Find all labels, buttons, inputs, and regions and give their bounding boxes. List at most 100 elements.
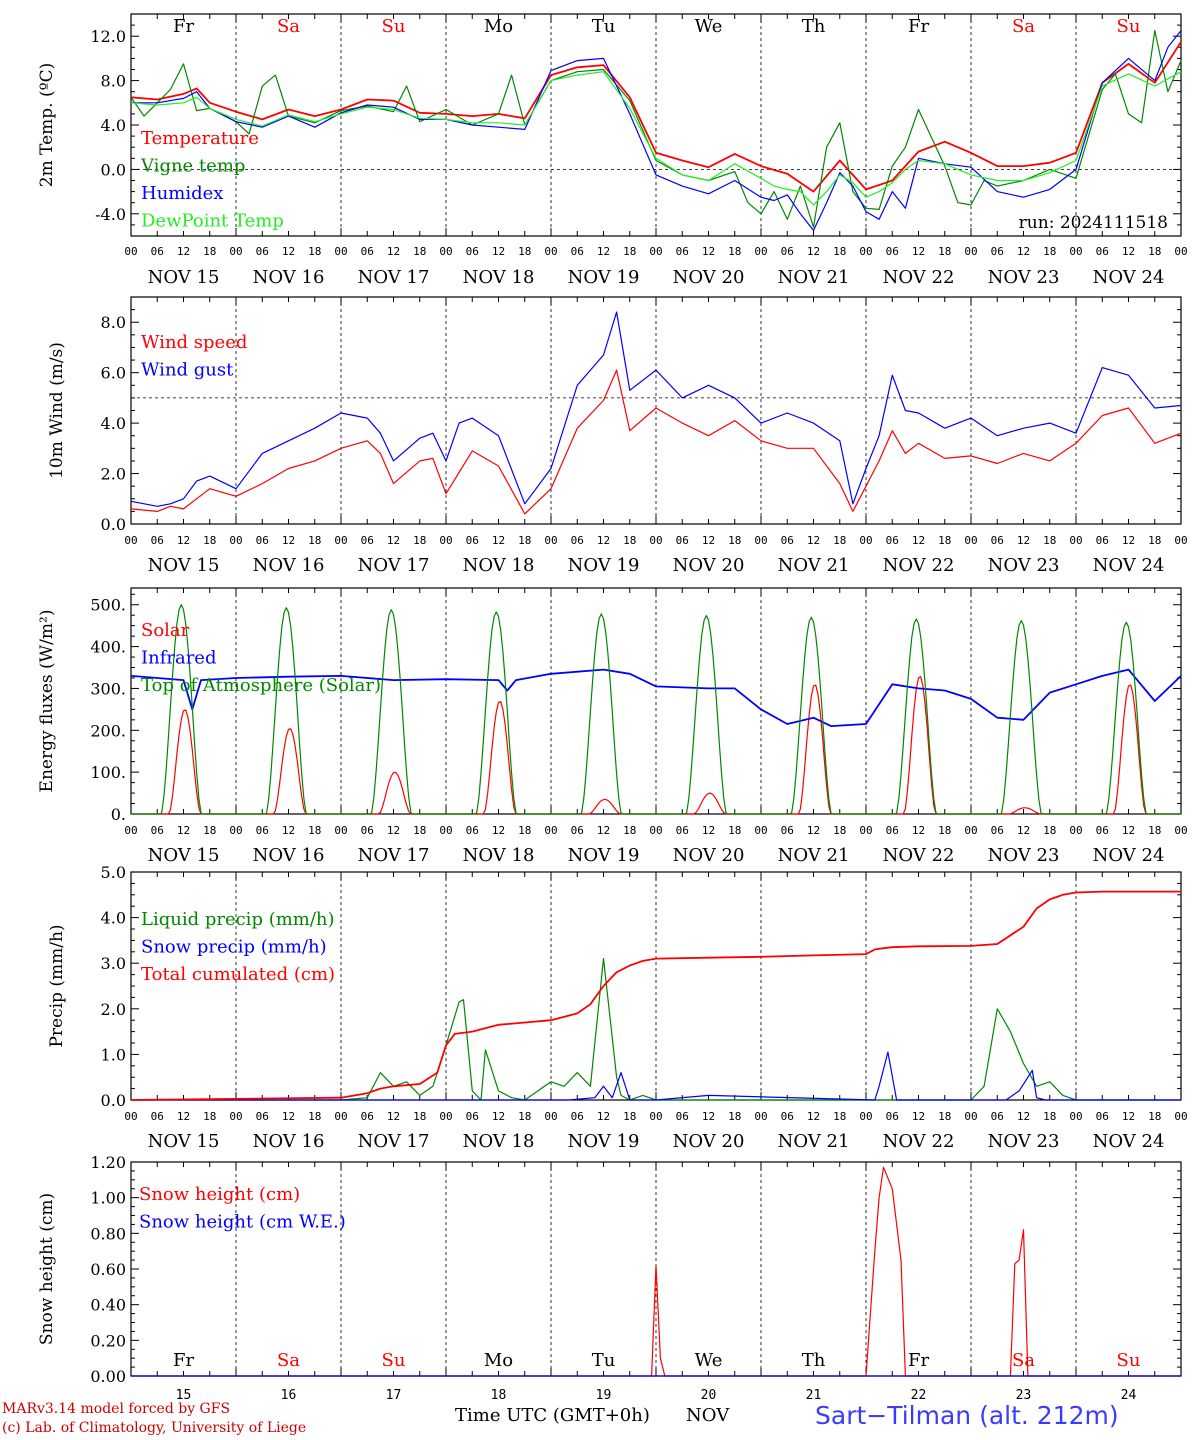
hour-tick-label: 18 (308, 245, 321, 258)
date-tick-label: NOV 18 (463, 845, 535, 866)
hour-tick-label: 18 (623, 245, 636, 258)
hour-tick-label: 06 (1096, 534, 1109, 547)
date-tick-label: NOV 15 (148, 845, 220, 866)
y-tick-label: 5.0 (101, 863, 126, 882)
hour-tick-label: 06 (991, 824, 1004, 837)
date-tick-label: NOV 16 (253, 267, 325, 288)
date-tick-label: NOV 18 (463, 267, 535, 288)
date-tick-label: NOV 22 (883, 1131, 955, 1152)
hour-tick-label: 12 (1017, 534, 1030, 547)
hour-tick-label: 00 (1069, 1110, 1082, 1123)
series-line-snow-height-cm- (131, 1166, 1181, 1377)
hour-tick-label: 12 (702, 824, 715, 837)
hour-tick-label: 06 (676, 1110, 689, 1123)
date-tick-label: NOV 23 (988, 1131, 1060, 1152)
series-line-wind-speed (130, 369, 1182, 515)
day-of-week-label: Fr (173, 16, 194, 37)
hour-tick-label: 12 (597, 534, 610, 547)
hour-tick-label: 00 (439, 1110, 452, 1123)
hour-tick-label: 00 (1174, 1110, 1187, 1123)
hour-tick-label: 12 (1017, 1110, 1030, 1123)
series-line-wind-gust (130, 311, 1182, 507)
hour-tick-label: 06 (886, 245, 899, 258)
date-tick-label: NOV 16 (253, 845, 325, 866)
legend-entry: Snow precip (mm/h) (141, 937, 327, 958)
hour-tick-label: 06 (991, 245, 1004, 258)
date-tick-label: NOV 21 (778, 1131, 850, 1152)
day-number-label: 23 (1016, 1388, 1032, 1403)
hour-tick-label: 00 (1174, 824, 1187, 837)
hour-tick-label: 12 (177, 245, 190, 258)
hour-tick-label: 06 (781, 534, 794, 547)
y-tick-label: 0.00 (90, 1367, 126, 1386)
hour-tick-label: 12 (492, 245, 505, 258)
y-tick-label: 0.0 (101, 160, 126, 179)
hour-tick-label: 00 (964, 245, 977, 258)
legend-entry: Wind speed (141, 332, 247, 353)
hour-tick-label: 12 (492, 824, 505, 837)
date-tick-label: NOV 16 (253, 555, 325, 576)
hour-tick-label: 12 (807, 245, 820, 258)
series-line-humidex (131, 30, 1182, 231)
hour-tick-label: 00 (1174, 245, 1187, 258)
hour-tick-label: 00 (754, 245, 767, 258)
hour-tick-label: 18 (728, 245, 741, 258)
hour-tick-label: 18 (1043, 245, 1056, 258)
hour-tick-label: 18 (623, 534, 636, 547)
day-number-label: 17 (386, 1388, 402, 1403)
date-tick-label: NOV 15 (148, 555, 220, 576)
hour-tick-label: 00 (334, 245, 347, 258)
y-tick-label: 0.20 (90, 1331, 126, 1350)
hour-tick-label: 12 (1122, 245, 1135, 258)
hour-tick-label: 00 (1069, 534, 1082, 547)
hour-tick-label: 06 (151, 824, 164, 837)
date-tick-label: NOV 23 (988, 267, 1060, 288)
hour-tick-label: 18 (938, 245, 951, 258)
hour-tick-label: 06 (676, 824, 689, 837)
hour-tick-label: 12 (597, 824, 610, 837)
legend-entry: Snow height (cm) (139, 1184, 300, 1205)
y-tick-label: 400. (90, 638, 126, 657)
hour-tick-label: 00 (544, 1110, 557, 1123)
hour-tick-label: 18 (308, 534, 321, 547)
y-tick-label: 1.20 (90, 1153, 126, 1172)
hour-tick-label: 06 (781, 1110, 794, 1123)
day-number-label: 19 (596, 1388, 612, 1403)
hour-tick-label: 18 (728, 534, 741, 547)
hour-tick-label: 06 (571, 245, 584, 258)
hour-tick-label: 18 (1043, 534, 1056, 547)
legend-entry: Infrared (141, 648, 216, 669)
series-line-temperature (130, 41, 1182, 193)
hour-tick-label: 00 (544, 534, 557, 547)
y-tick-label: 0.0 (101, 515, 126, 534)
y-tick-label: 2.0 (101, 1000, 126, 1019)
hour-tick-label: 06 (361, 1110, 374, 1123)
hour-tick-label: 06 (886, 824, 899, 837)
y-tick-label: 0.40 (90, 1296, 126, 1315)
y-axis-label: 10m Wind (m/s) (47, 342, 67, 479)
date-tick-label: NOV 20 (673, 267, 745, 288)
hour-tick-label: 06 (886, 534, 899, 547)
hour-tick-label: 18 (938, 824, 951, 837)
hour-tick-label: 12 (177, 1110, 190, 1123)
hour-tick-label: 00 (964, 1110, 977, 1123)
hour-tick-label: 18 (1148, 534, 1161, 547)
date-tick-label: NOV 20 (673, 555, 745, 576)
hour-tick-label: 06 (466, 245, 479, 258)
y-tick-label: -4.0 (95, 205, 126, 224)
hour-tick-label: 06 (571, 534, 584, 547)
hour-tick-label: 06 (676, 245, 689, 258)
y-tick-label: 8.0 (101, 313, 126, 332)
day-of-week-label: Su (1117, 1350, 1141, 1371)
hour-tick-label: 18 (833, 534, 846, 547)
hour-tick-label: 00 (124, 245, 137, 258)
hour-tick-label: 06 (466, 824, 479, 837)
hour-tick-label: 12 (807, 824, 820, 837)
hour-tick-label: 18 (1043, 1110, 1056, 1123)
hour-tick-label: 12 (177, 534, 190, 547)
day-number-label: 24 (1121, 1388, 1137, 1403)
run-annotation: run: 2024111518 (1019, 213, 1168, 233)
legend-entry: DewPoint Temp (141, 211, 284, 232)
series-line-liquid-precip-mm-h- (131, 957, 1181, 1101)
hour-tick-label: 18 (518, 534, 531, 547)
